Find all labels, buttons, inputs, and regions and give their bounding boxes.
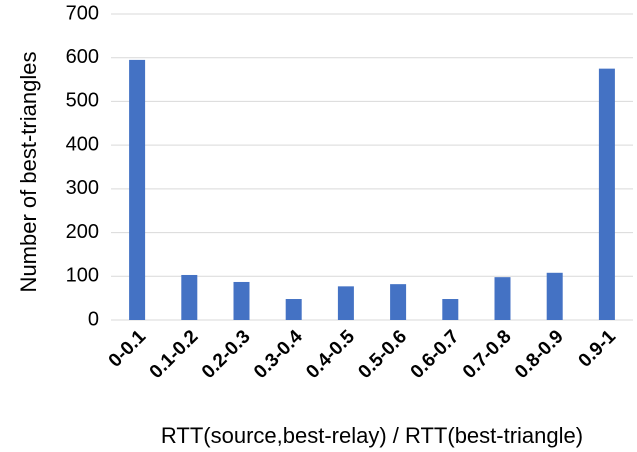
bar [546,272,563,320]
x-tick-label: 0.2-0.3 [198,326,255,383]
bar [442,299,459,320]
bar [494,277,511,320]
x-tick-label: 0.4-0.5 [302,326,359,383]
bar [337,286,354,320]
y-tick-label: 400 [66,133,99,155]
y-axis-label: Number of best-triangles [16,52,41,293]
bar [390,284,407,320]
y-tick-label: 700 [66,2,99,24]
x-tick-label: 0.1-0.2 [146,326,203,383]
bar [285,299,302,320]
x-tick-label: 0.5-0.6 [355,326,412,383]
x-tick-label: 0.3-0.4 [250,326,307,383]
y-tick-label: 100 [66,265,99,287]
bar [598,68,615,321]
y-tick-label: 600 [66,46,99,68]
x-axis-label: RTT(source,best-relay) / RTT(best-triang… [161,423,583,448]
y-tick-label: 200 [66,221,99,243]
bar [233,281,250,320]
x-tick-label: 0-0.1 [105,326,151,372]
y-tick-label: 0 [88,308,99,330]
y-tick-label: 500 [66,90,99,112]
x-tick-label: 0.6-0.7 [407,326,464,383]
x-tick-label: 0.8-0.9 [511,326,568,383]
bar [129,59,146,321]
bar [181,274,198,320]
y-tick-label: 300 [66,177,99,199]
x-tick-label: 0.7-0.8 [459,326,516,383]
x-tick-label: 0.9-1 [575,326,621,372]
